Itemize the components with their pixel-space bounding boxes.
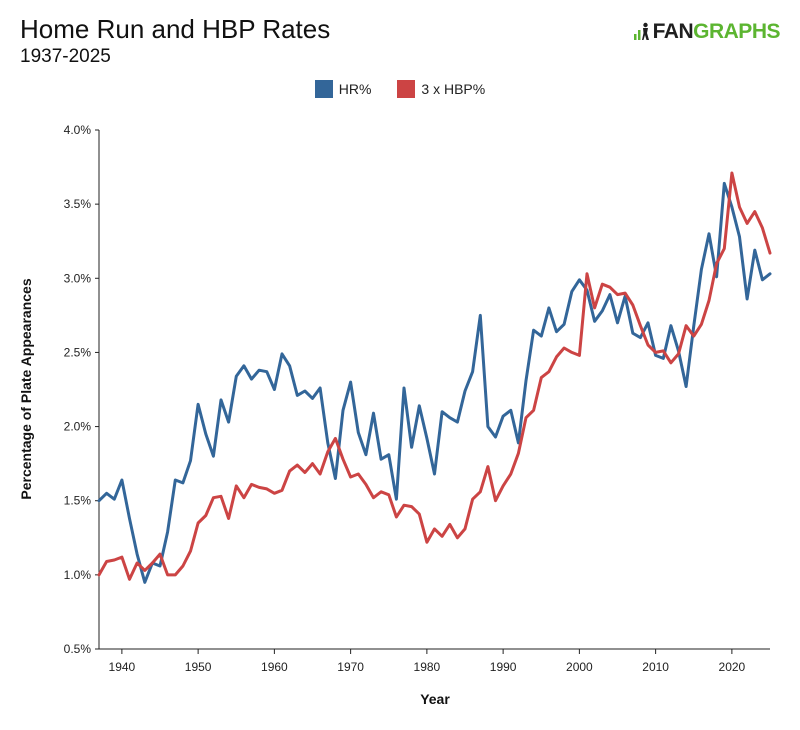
legend-item-hr[interactable]: HR%: [314, 80, 372, 98]
legend-label-hbp: 3 x HBP%: [421, 81, 486, 97]
legend-item-hbp[interactable]: 3 x HBP%: [397, 80, 485, 98]
fangraphs-mark-icon: [633, 22, 649, 40]
y-tick-label: 1.0%: [64, 568, 92, 582]
y-axis-title: Percentage of Plate Appearances: [18, 278, 34, 499]
y-tick-label: 2.0%: [64, 420, 92, 434]
chart-subtitle: 1937-2025: [20, 46, 111, 67]
x-axis-title: Year: [420, 691, 450, 707]
chart-title: Home Run and HBP Rates: [20, 14, 331, 44]
y-tick-label: 4.0%: [64, 123, 92, 137]
x-tick-label: 2020: [719, 660, 746, 674]
y-tick-label: 3.5%: [64, 197, 92, 211]
x-tick-label: 2010: [642, 660, 669, 674]
y-axis: 0.5% 1.0% 1.5% 2.0% 2.5% 3.0% 3.5% 4.0%: [64, 123, 100, 656]
x-tick-label: 1970: [337, 660, 364, 674]
y-tick-label: 0.5%: [64, 642, 92, 656]
logo-text-graphs: GRAPHS: [693, 20, 780, 43]
x-axis: 1940 1950 1960 1970 1980 1990 2000 2010 2020: [99, 648, 770, 674]
x-tick-label: 1960: [261, 660, 288, 674]
chart-legend: HR% 3 x HBP%: [0, 80, 800, 98]
y-tick-label: 3.0%: [64, 271, 92, 285]
legend-swatch-hbp: [397, 80, 416, 98]
series-line-hbp[interactable]: [97, 171, 772, 581]
series-line-hr[interactable]: [97, 181, 772, 584]
legend-swatch-hr: [314, 80, 333, 98]
x-tick-label: 1980: [414, 660, 441, 674]
logo-text-fan: FAN: [652, 20, 694, 43]
x-tick-label: 2000: [566, 660, 593, 674]
x-tick-label: 1940: [109, 660, 136, 674]
y-tick-label: 1.5%: [64, 494, 92, 508]
series-layer: [97, 171, 772, 584]
legend-label-hr: HR%: [338, 81, 372, 97]
x-tick-label: 1950: [185, 660, 212, 674]
x-tick-label: 1990: [490, 660, 517, 674]
y-tick-label: 2.5%: [64, 345, 92, 359]
fangraphs-logo: FAN GRAPHS: [633, 20, 780, 44]
